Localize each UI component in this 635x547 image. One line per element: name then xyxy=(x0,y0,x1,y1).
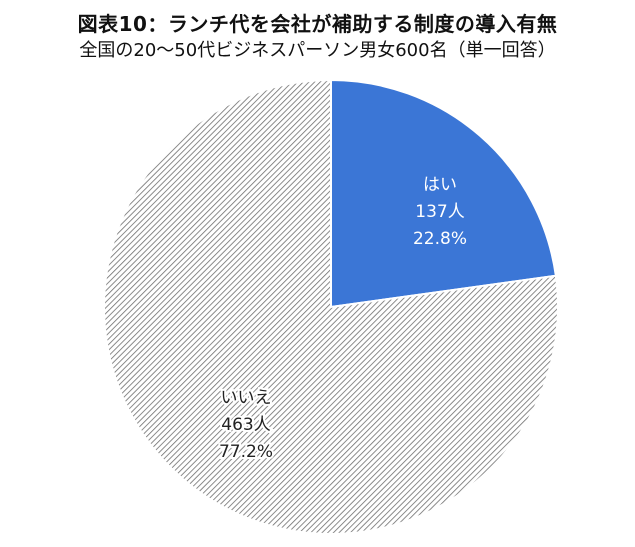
pie-slice-yes xyxy=(330,78,557,309)
slice-count-no: 463人 xyxy=(221,415,270,435)
chart-subtitle: 全国の20～50代ビジネスパーソン男女600名（単一回答） xyxy=(79,40,556,61)
pie-slice-no xyxy=(103,78,559,535)
slice-percent-yes: 22.8% xyxy=(413,229,467,249)
slice-count-yes: 137人 xyxy=(415,202,464,222)
slice-percent-no: 77.2% xyxy=(219,442,273,462)
slice-label-yes: はい xyxy=(423,175,457,195)
chart-title: 図表10：ランチ代を会社が補助する制度の導入有無 xyxy=(77,12,558,36)
slice-label-no: いいえ xyxy=(221,388,272,408)
